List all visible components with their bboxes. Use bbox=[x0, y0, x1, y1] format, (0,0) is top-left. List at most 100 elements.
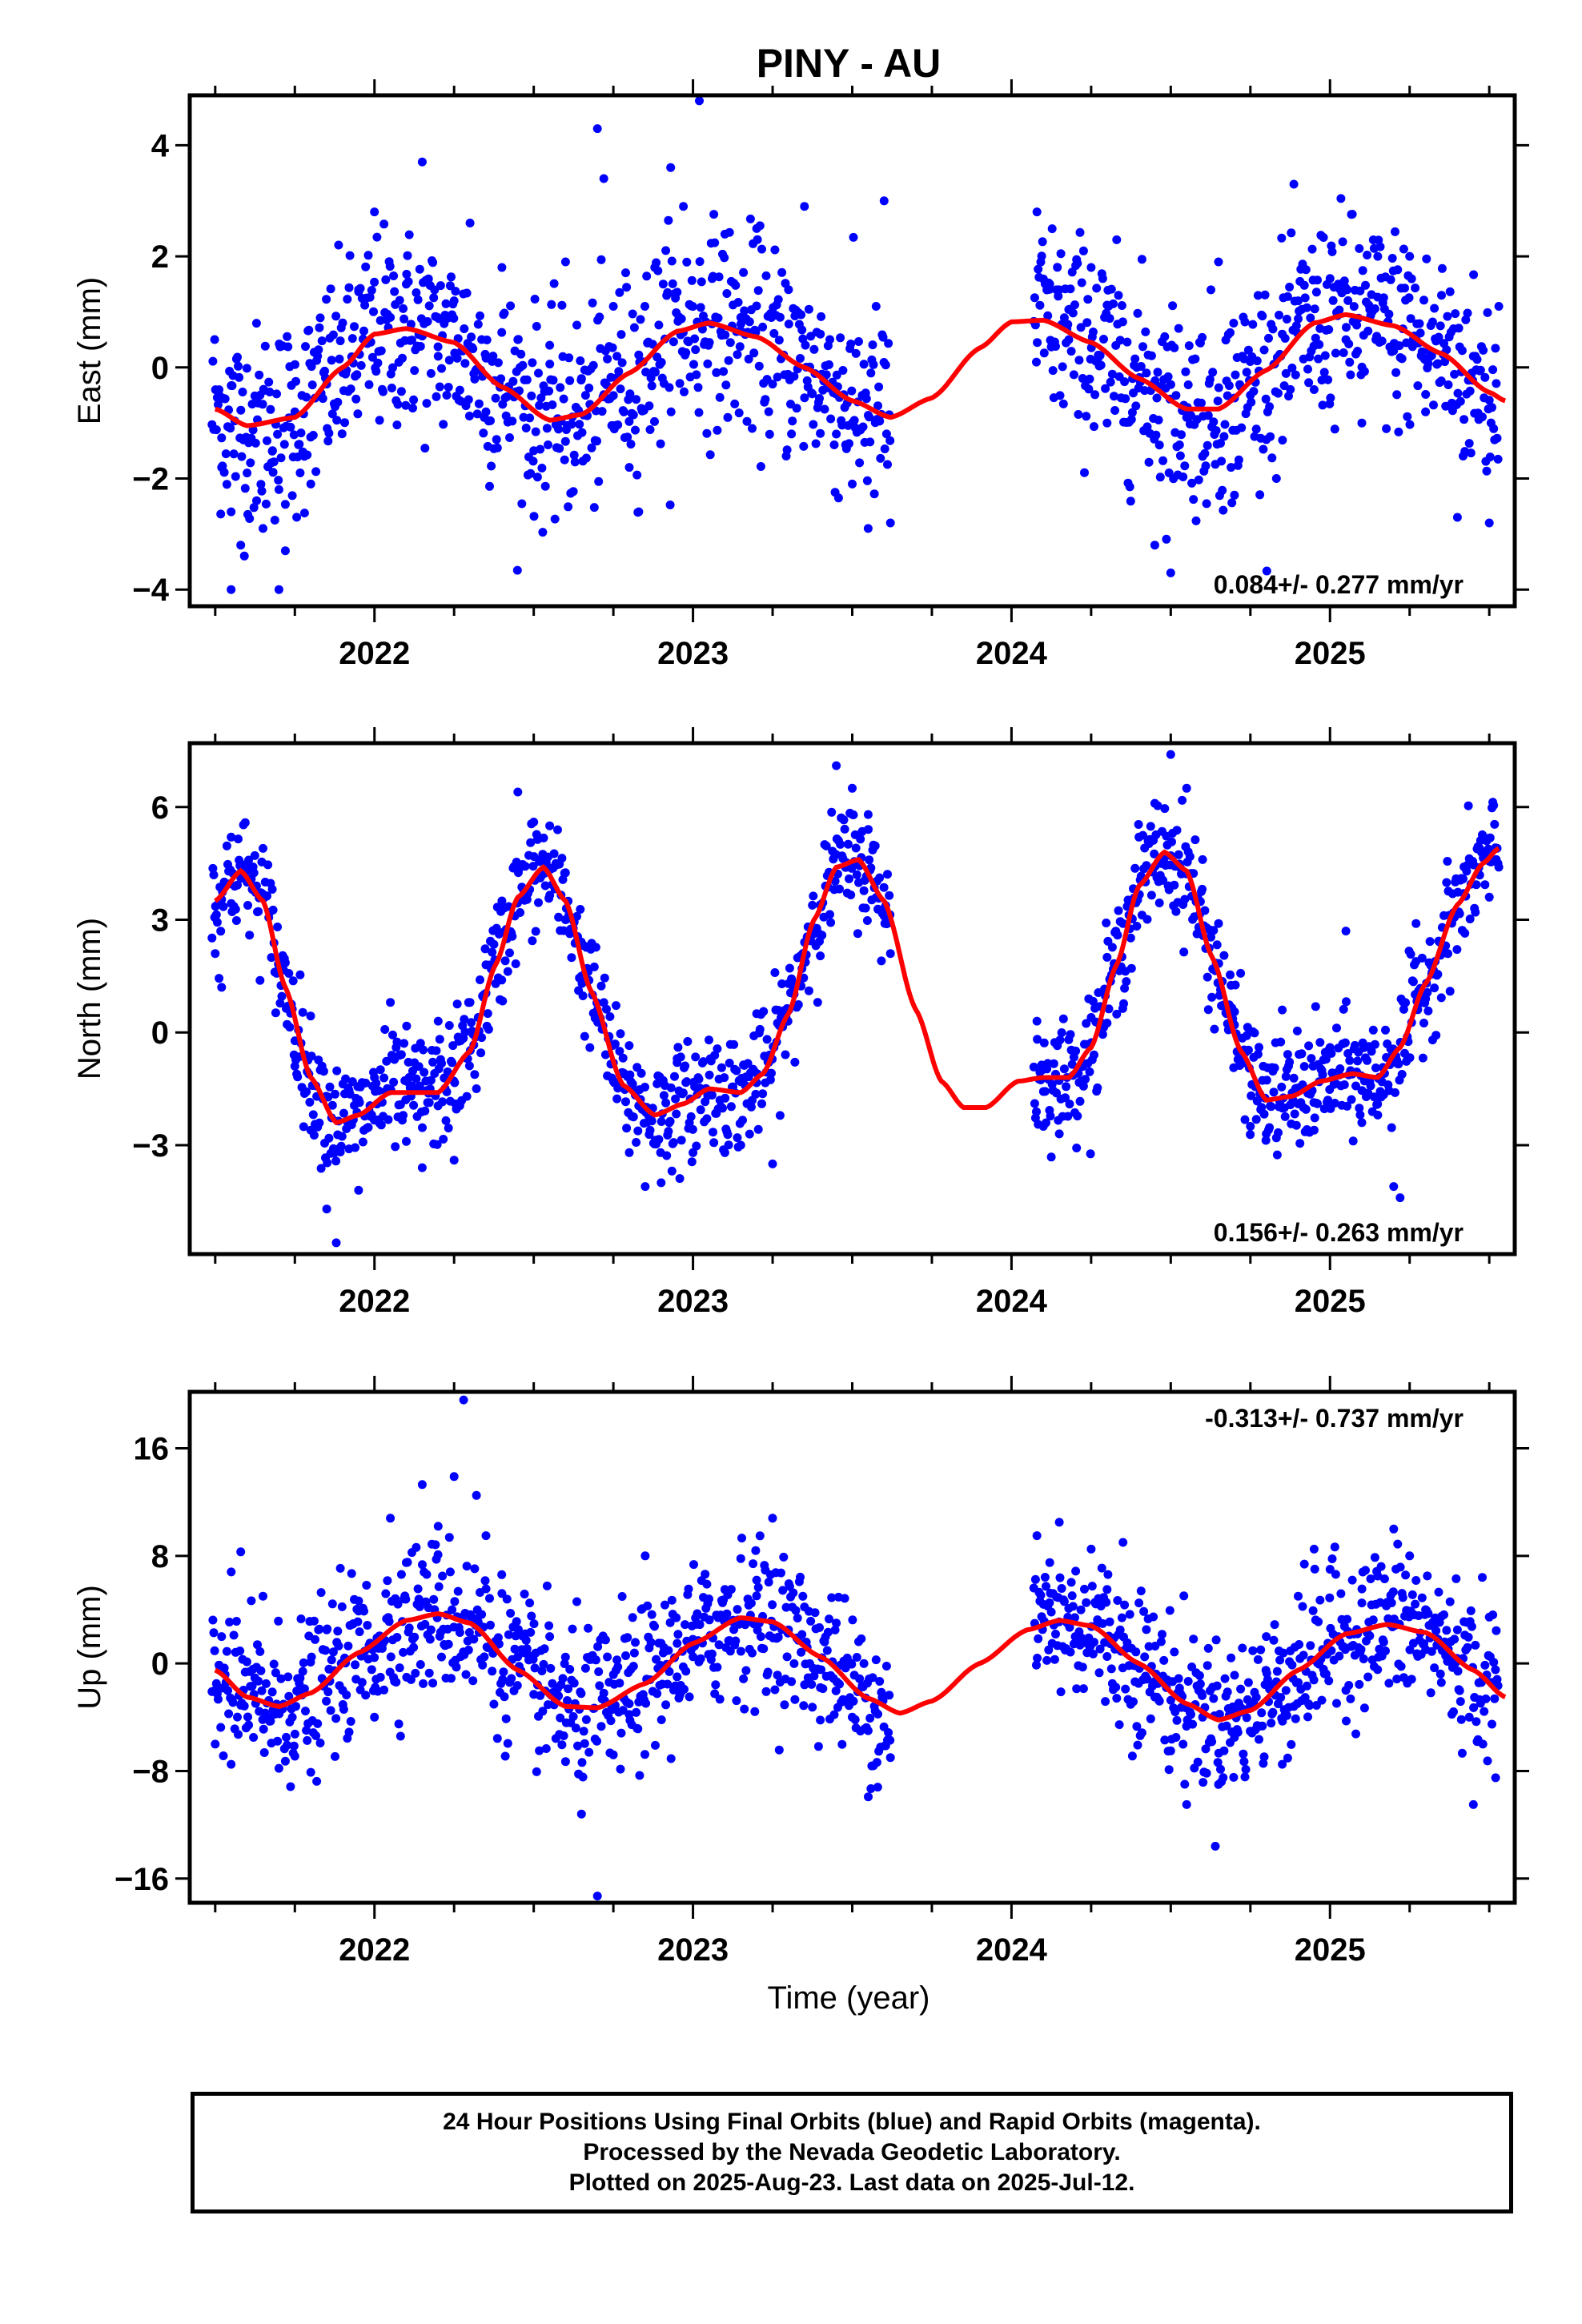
data-point bbox=[284, 1691, 294, 1701]
data-point bbox=[666, 1754, 676, 1763]
data-point bbox=[351, 1660, 360, 1670]
data-point bbox=[1443, 312, 1452, 321]
data-point bbox=[741, 1666, 751, 1675]
data-point bbox=[690, 334, 700, 344]
data-point bbox=[1309, 1675, 1319, 1685]
data-point bbox=[864, 825, 873, 834]
data-point bbox=[1072, 1684, 1082, 1694]
data-point bbox=[761, 395, 770, 404]
data-point bbox=[1240, 1772, 1250, 1782]
data-point bbox=[885, 891, 894, 900]
data-point bbox=[1366, 1574, 1375, 1583]
data-point bbox=[242, 364, 251, 373]
data-point bbox=[1339, 1080, 1349, 1089]
data-point bbox=[1324, 325, 1334, 334]
data-point bbox=[1405, 1645, 1415, 1655]
data-point bbox=[1140, 1652, 1150, 1662]
data-point bbox=[305, 1097, 315, 1107]
data-point bbox=[1036, 1590, 1046, 1600]
data-point bbox=[532, 322, 541, 331]
data-point bbox=[341, 1074, 351, 1084]
data-point bbox=[1198, 854, 1207, 864]
data-point bbox=[1280, 1112, 1290, 1121]
data-point bbox=[1358, 266, 1367, 275]
data-point bbox=[628, 410, 638, 420]
data-point bbox=[687, 1157, 697, 1167]
data-point bbox=[331, 1238, 341, 1248]
data-point bbox=[671, 1094, 681, 1104]
data-point bbox=[417, 1480, 427, 1490]
data-point bbox=[591, 1655, 600, 1665]
data-point bbox=[1389, 1524, 1399, 1534]
data-point bbox=[816, 951, 825, 961]
data-point bbox=[400, 1039, 409, 1048]
data-point bbox=[739, 267, 749, 277]
data-point bbox=[496, 374, 506, 384]
data-point bbox=[1457, 1748, 1467, 1758]
data-point bbox=[675, 1174, 685, 1184]
data-point bbox=[734, 408, 744, 418]
data-point bbox=[689, 1560, 698, 1570]
data-point bbox=[375, 416, 384, 425]
data-point bbox=[1242, 368, 1251, 377]
data-point bbox=[554, 424, 564, 434]
data-point bbox=[761, 271, 771, 280]
data-point bbox=[1154, 416, 1163, 424]
data-point bbox=[295, 970, 305, 979]
data-point bbox=[483, 1009, 492, 1019]
data-point bbox=[413, 1584, 423, 1594]
data-point bbox=[380, 1025, 390, 1034]
data-point bbox=[1048, 366, 1058, 376]
data-point bbox=[1419, 1019, 1428, 1027]
data-point bbox=[1289, 1073, 1299, 1083]
data-point bbox=[268, 905, 278, 915]
data-point bbox=[621, 1097, 630, 1107]
data-point bbox=[705, 1035, 713, 1045]
data-point bbox=[315, 313, 325, 323]
data-point bbox=[208, 1615, 218, 1625]
data-point bbox=[292, 513, 302, 522]
data-point bbox=[651, 1740, 660, 1750]
data-point bbox=[217, 463, 227, 472]
data-point bbox=[306, 1011, 315, 1021]
data-point bbox=[344, 283, 354, 292]
data-point bbox=[424, 1668, 434, 1678]
data-point bbox=[768, 1159, 777, 1168]
data-point bbox=[1445, 287, 1455, 296]
data-point bbox=[1343, 1049, 1353, 1058]
data-point bbox=[424, 274, 433, 283]
data-point bbox=[669, 337, 678, 347]
data-point bbox=[1480, 372, 1490, 382]
data-point bbox=[379, 1685, 389, 1695]
data-point bbox=[781, 1602, 791, 1612]
data-point bbox=[1363, 1672, 1373, 1682]
data-point bbox=[736, 312, 745, 322]
data-point bbox=[686, 1112, 696, 1121]
data-point bbox=[758, 1089, 768, 1099]
data-point bbox=[804, 986, 813, 995]
data-point bbox=[1074, 356, 1084, 365]
data-point bbox=[641, 1699, 651, 1708]
data-point bbox=[1046, 1112, 1055, 1121]
data-point bbox=[1243, 1678, 1253, 1687]
data-point bbox=[624, 1148, 634, 1157]
data-point bbox=[1121, 1684, 1130, 1694]
data-point bbox=[775, 312, 785, 322]
data-point bbox=[1174, 324, 1183, 333]
data-point bbox=[263, 436, 271, 445]
data-point bbox=[580, 1663, 590, 1673]
data-point bbox=[858, 422, 868, 432]
data-point bbox=[688, 302, 697, 312]
data-point bbox=[526, 1627, 536, 1637]
y-axis-label: East (mm) bbox=[72, 277, 107, 424]
data-point bbox=[274, 485, 283, 494]
data-point bbox=[1429, 400, 1438, 410]
data-point bbox=[1150, 541, 1159, 550]
data-point bbox=[576, 1689, 586, 1699]
data-point bbox=[1055, 1035, 1065, 1045]
data-point bbox=[338, 1686, 347, 1695]
data-point bbox=[1138, 342, 1147, 352]
data-point bbox=[560, 1652, 570, 1662]
data-point bbox=[1436, 993, 1446, 1003]
data-point bbox=[636, 315, 645, 324]
